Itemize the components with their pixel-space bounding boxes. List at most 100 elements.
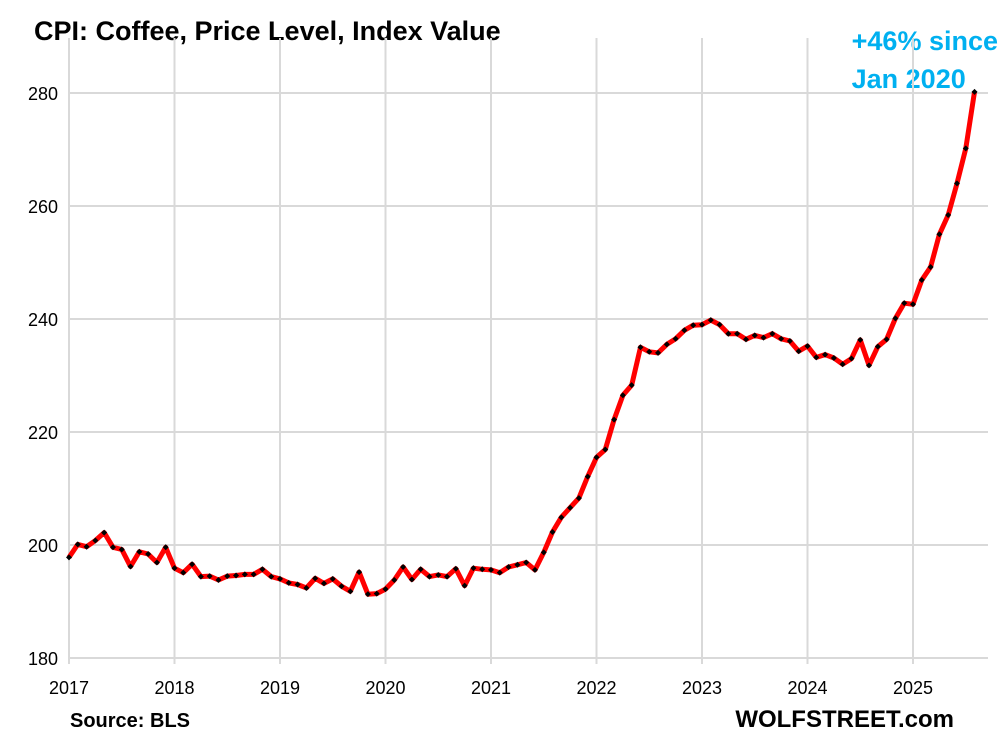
data-point xyxy=(901,300,908,307)
data-point xyxy=(681,327,688,334)
data-point xyxy=(699,321,705,328)
data-point xyxy=(312,575,319,582)
x-tick-label: 2023 xyxy=(682,678,722,698)
annotation: +46% since Jan 2020 xyxy=(852,22,998,98)
data-point xyxy=(268,573,275,580)
data-point xyxy=(347,588,354,595)
data-point xyxy=(760,334,767,341)
data-point xyxy=(426,573,433,580)
data-point xyxy=(584,473,591,480)
y-tick-label: 260 xyxy=(28,197,58,217)
data-point xyxy=(716,321,723,328)
data-point xyxy=(92,537,99,544)
data-point xyxy=(927,264,934,271)
data-point xyxy=(496,569,503,576)
data-point xyxy=(241,571,248,578)
brand-label: WOLFSTREET.com xyxy=(735,706,954,733)
data-point xyxy=(602,446,609,453)
data-point xyxy=(813,354,820,361)
data-point xyxy=(769,330,776,337)
y-tick-label: 180 xyxy=(28,649,58,669)
x-tick-label: 2024 xyxy=(787,678,827,698)
y-tick-label: 240 xyxy=(28,310,58,330)
data-point xyxy=(470,565,477,572)
data-point xyxy=(742,336,749,343)
data-point xyxy=(953,180,960,187)
data-point xyxy=(83,543,90,550)
data-point xyxy=(435,571,442,578)
data-point xyxy=(364,591,371,598)
x-tick-label: 2017 xyxy=(49,678,89,698)
data-point xyxy=(874,343,881,350)
data-point xyxy=(830,354,837,361)
data-point xyxy=(822,351,829,358)
data-point xyxy=(883,336,890,343)
data-point xyxy=(373,590,380,597)
data-point xyxy=(655,349,662,356)
data-point xyxy=(514,561,521,568)
data-point xyxy=(303,584,310,591)
data-point xyxy=(663,341,670,348)
x-tick-label: 2021 xyxy=(471,678,511,698)
data-point xyxy=(215,577,222,584)
y-tick-label: 220 xyxy=(28,423,58,443)
data-point xyxy=(417,566,424,573)
data-point xyxy=(145,551,152,558)
data-point xyxy=(189,561,196,568)
data-point xyxy=(619,392,626,399)
data-point xyxy=(277,575,283,582)
data-point xyxy=(136,548,143,555)
y-tick-label: 200 xyxy=(28,536,58,556)
data-point xyxy=(127,563,134,570)
data-point xyxy=(250,571,257,578)
data-point xyxy=(162,544,169,551)
data-point xyxy=(549,529,556,536)
data-point xyxy=(918,277,925,284)
x-tick-label: 2025 xyxy=(893,678,933,698)
data-point xyxy=(892,315,899,322)
data-point xyxy=(101,529,108,536)
data-point xyxy=(461,582,468,589)
data-point xyxy=(66,554,72,561)
data-point xyxy=(118,546,125,553)
data-point xyxy=(593,454,600,461)
data-point xyxy=(153,559,160,566)
data-point xyxy=(488,566,494,573)
data-point xyxy=(180,569,187,576)
source-label: Source: BLS xyxy=(70,710,191,732)
data-point xyxy=(408,576,415,583)
data-point xyxy=(575,495,582,502)
data-point xyxy=(866,362,873,369)
data-point xyxy=(690,322,697,329)
data-point xyxy=(452,565,459,572)
data-point xyxy=(804,343,811,350)
data-point xyxy=(839,361,846,368)
data-point xyxy=(971,88,978,95)
chart-title: CPI: Coffee, Price Level, Index Value xyxy=(34,16,501,46)
annotation-line-2: Jan 2020 xyxy=(851,64,966,94)
data-point xyxy=(725,330,732,337)
data-point xyxy=(734,330,741,337)
data-point xyxy=(672,335,679,342)
data-point xyxy=(444,573,451,580)
x-tick-label: 2018 xyxy=(154,678,194,698)
data-point xyxy=(109,544,116,551)
data-point xyxy=(382,586,389,593)
data-point xyxy=(338,583,345,590)
data-point xyxy=(558,514,565,521)
data-point xyxy=(786,338,793,345)
data-point xyxy=(567,504,574,511)
data-point xyxy=(285,579,292,586)
data-point xyxy=(523,559,530,566)
data-point xyxy=(857,336,864,343)
data-point xyxy=(294,581,301,588)
data-point xyxy=(628,382,635,389)
data-point xyxy=(962,145,969,152)
data-point xyxy=(848,355,855,362)
series-line xyxy=(66,91,977,597)
data-point xyxy=(540,549,547,556)
data-point xyxy=(910,301,916,308)
data-point xyxy=(74,541,81,548)
data-point xyxy=(391,577,398,584)
data-point xyxy=(751,332,758,339)
